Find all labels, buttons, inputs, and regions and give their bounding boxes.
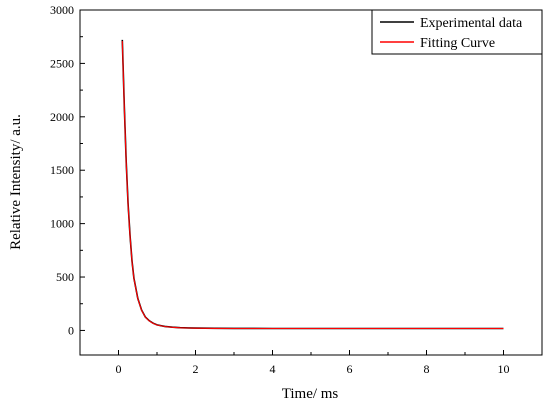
y-tick-label: 1500 (50, 163, 74, 177)
legend-label: Experimental data (420, 16, 523, 31)
x-tick-label: 8 (424, 362, 430, 376)
x-axis-label: Time/ ms (282, 386, 339, 402)
y-tick-label: 1000 (50, 217, 74, 231)
x-tick-label: 0 (116, 362, 122, 376)
y-tick-label: 2500 (50, 56, 74, 70)
series-line-experimental (121, 39, 504, 330)
x-tick-label: 6 (347, 362, 353, 376)
ticks: 0 2 4 6 8 10 0 500 1000 1500 2000 2500 3000 (50, 3, 543, 376)
y-tick-label: 2000 (50, 110, 74, 124)
series-layer (121, 39, 504, 330)
legend: Experimental data Fitting Curve (371, 9, 543, 55)
y-axis-label: Relative Intensity/ a.u. (8, 114, 24, 250)
plot-frame (79, 9, 543, 356)
y-tick-label: 3000 (50, 3, 74, 17)
legend-box (371, 9, 543, 55)
legend-label: Fitting Curve (420, 36, 495, 51)
y-tick-label: 500 (56, 270, 74, 284)
x-tick-label: 10 (498, 362, 510, 376)
series-line-fitting (121, 40, 504, 330)
y-tick-label: 0 (68, 323, 74, 337)
x-tick-label: 2 (193, 362, 199, 376)
x-tick-label: 4 (270, 362, 276, 376)
